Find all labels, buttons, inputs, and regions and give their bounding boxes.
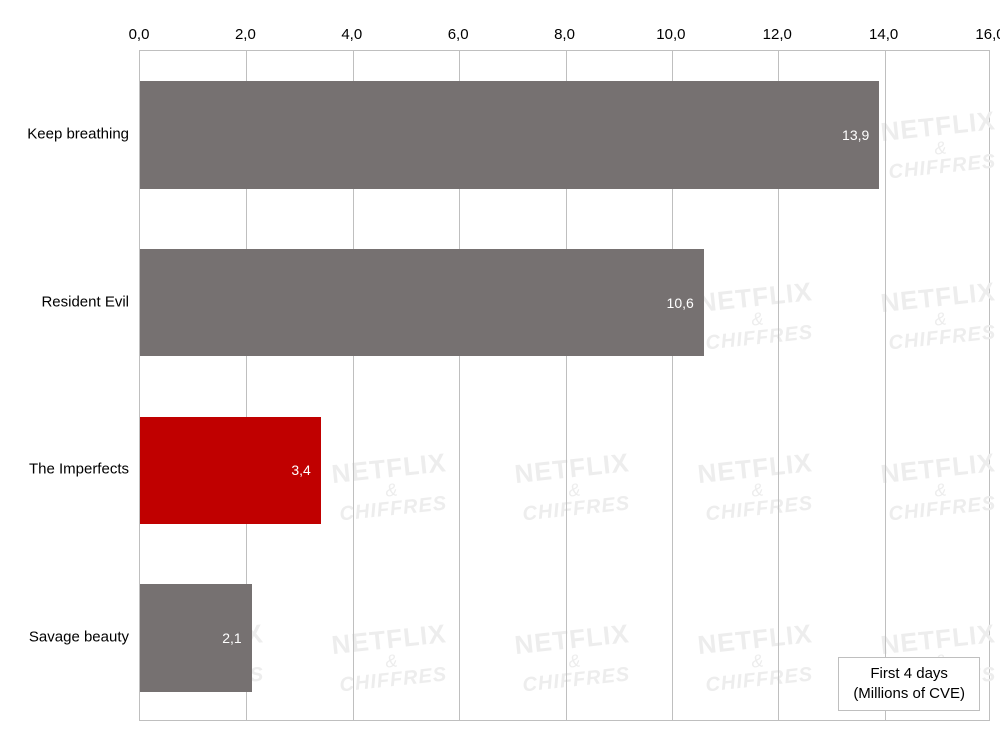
x-tick-label: 16,0 — [975, 26, 1000, 43]
bar-value-label: 2,1 — [222, 630, 241, 646]
watermark: NETFLIX&CHIFFRES — [513, 620, 634, 696]
watermark: NETFLIX&CHIFFRES — [696, 278, 817, 354]
x-tick-label: 2,0 — [235, 26, 256, 43]
bar-value-label: 10,6 — [667, 295, 694, 311]
legend-box: First 4 days (Millions of CVE) — [838, 657, 980, 712]
legend-line-2: (Millions of CVE) — [853, 684, 965, 704]
category-label: Savage beauty — [29, 629, 129, 646]
chart-container: NETFLIX&CHIFFRES NETFLIX&CHIFFRES NETFLIX&… — [0, 0, 1000, 731]
bar-value-label: 3,4 — [291, 462, 310, 478]
watermark: NETFLIX&CHIFFRES — [330, 449, 451, 525]
x-tick-label: 12,0 — [763, 26, 792, 43]
watermark: NETFLIX&CHIFFRES — [879, 107, 1000, 183]
watermark: NETFLIX&CHIFFRES — [696, 620, 817, 696]
watermark: NETFLIX&CHIFFRES — [879, 449, 1000, 525]
x-tick-label: 14,0 — [869, 26, 898, 43]
plot-area: NETFLIX&CHIFFRES NETFLIX&CHIFFRES NETFLIX&… — [139, 50, 990, 721]
category-label: The Imperfects — [29, 461, 129, 478]
bar — [140, 249, 704, 356]
watermark: NETFLIX&CHIFFRES — [696, 449, 817, 525]
bar-value-label: 13,9 — [842, 127, 869, 143]
x-tick-label: 0,0 — [129, 26, 150, 43]
x-tick-label: 4,0 — [341, 26, 362, 43]
bar — [140, 81, 879, 188]
category-label: Resident Evil — [41, 293, 129, 310]
x-tick-label: 10,0 — [656, 26, 685, 43]
legend-line-1: First 4 days — [853, 664, 965, 684]
watermark: NETFLIX&CHIFFRES — [879, 278, 1000, 354]
watermark: NETFLIX&CHIFFRES — [330, 620, 451, 696]
gridline-vertical — [885, 51, 886, 720]
x-tick-label: 8,0 — [554, 26, 575, 43]
x-tick-label: 6,0 — [448, 26, 469, 43]
category-label: Keep breathing — [27, 125, 129, 142]
watermark: NETFLIX&CHIFFRES — [513, 449, 634, 525]
